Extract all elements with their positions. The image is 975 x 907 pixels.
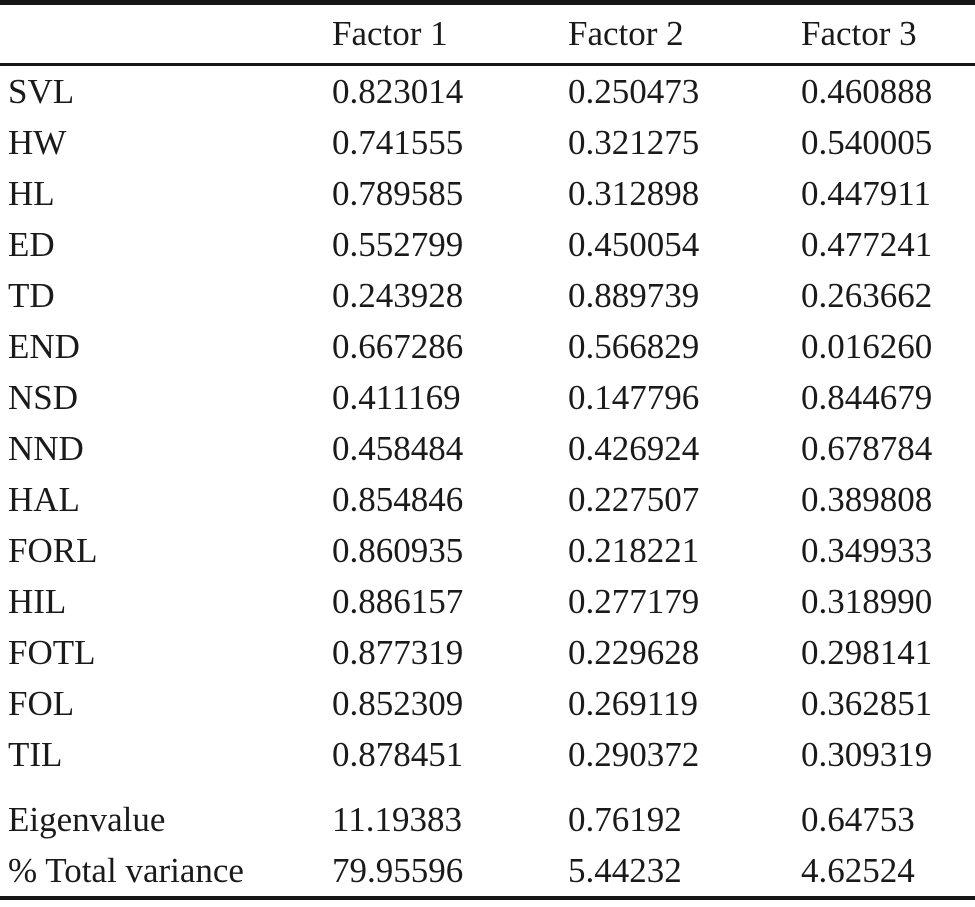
cell-value: 0.566829: [568, 326, 700, 366]
cell-value: 0.250473: [568, 71, 700, 111]
cell-value: 0.349933: [801, 530, 933, 570]
table-row: % Total variance 79.95596 5.44232 4.62524: [0, 845, 975, 898]
row-label: FORL: [8, 530, 98, 570]
cell-value: 0.277179: [568, 581, 700, 621]
row-label: HW: [8, 122, 67, 162]
cell-value: 0.229628: [568, 632, 700, 672]
row-label: HL: [8, 173, 55, 213]
table-row: HW 0.741555 0.321275 0.540005: [0, 117, 975, 168]
cell-value: 0.64753: [801, 799, 915, 839]
table-row: TIL 0.878451 0.290372 0.309319: [0, 729, 975, 780]
cell-value: 0.860935: [332, 530, 464, 570]
cell-value: 0.269119: [568, 683, 698, 723]
cell-value: 4.62524: [801, 850, 915, 890]
table-row: TD 0.243928 0.889739 0.263662: [0, 270, 975, 321]
row-label: NSD: [8, 377, 79, 417]
cell-value: 0.76192: [568, 799, 682, 839]
cell-value: 0.227507: [568, 479, 700, 519]
cell-value: 0.458484: [332, 428, 464, 468]
header-variable: [0, 2, 332, 66]
table-row: HAL 0.854846 0.227507 0.389808: [0, 474, 975, 525]
cell-value: 0.016260: [801, 326, 933, 366]
row-label: TIL: [8, 734, 63, 774]
row-label: FOL: [8, 683, 75, 723]
cell-value: 0.263662: [801, 275, 933, 315]
cell-value: 0.426924: [568, 428, 700, 468]
cell-value: 0.540005: [801, 122, 933, 162]
cell-value: 0.298141: [801, 632, 933, 672]
cell-value: 0.477241: [801, 224, 933, 264]
table-row: HIL 0.886157 0.277179 0.318990: [0, 576, 975, 627]
table-row: HL 0.789585 0.312898 0.447911: [0, 168, 975, 219]
table-row: FORL 0.860935 0.218221 0.349933: [0, 525, 975, 576]
row-label: NND: [8, 428, 84, 468]
cell-value: 0.789585: [332, 173, 464, 213]
table-row: END 0.667286 0.566829 0.016260: [0, 321, 975, 372]
header-factor-1: Factor 1: [332, 2, 568, 66]
row-label: TD: [8, 275, 55, 315]
cell-value: 0.552799: [332, 224, 464, 264]
cell-value: 0.290372: [568, 734, 700, 774]
cell-value: 0.460888: [801, 71, 933, 111]
row-label: SVL: [8, 71, 75, 111]
cell-value: 0.389808: [801, 479, 933, 519]
row-label: HAL: [8, 479, 80, 519]
cell-value: 0.321275: [568, 122, 700, 162]
row-label: ED: [8, 224, 55, 264]
row-label: FOTL: [8, 632, 96, 672]
cell-value: 0.878451: [332, 734, 464, 774]
table-row: ED 0.552799 0.450054 0.477241: [0, 219, 975, 270]
table-row: FOTL 0.877319 0.229628 0.298141: [0, 627, 975, 678]
cell-value: 0.312898: [568, 173, 700, 213]
table-row: NSD 0.411169 0.147796 0.844679: [0, 372, 975, 423]
cell-value: 0.823014: [332, 71, 464, 111]
cell-value: 0.362851: [801, 683, 933, 723]
cell-value: 0.411169: [332, 377, 461, 417]
cell-value: 0.741555: [332, 122, 464, 162]
cell-value: 0.147796: [568, 377, 700, 417]
cell-value: 0.889739: [568, 275, 700, 315]
cell-value: 0.450054: [568, 224, 700, 264]
cell-value: 0.844679: [801, 377, 933, 417]
header-factor-2: Factor 2: [568, 2, 801, 66]
cell-value: 0.852309: [332, 683, 464, 723]
header-row: Factor 1 Factor 2 Factor 3: [0, 2, 975, 66]
cell-value: 0.318990: [801, 581, 933, 621]
table-header: Factor 1 Factor 2 Factor 3: [0, 2, 975, 66]
table-row: NND 0.458484 0.426924 0.678784: [0, 423, 975, 474]
table-body: SVL 0.823014 0.250473 0.460888 HW 0.741555 0.3…: [0, 65, 975, 899]
cell-value: 5.44232: [568, 850, 682, 890]
cell-value: 0.886157: [332, 581, 464, 621]
cell-value: 0.218221: [568, 530, 700, 570]
table-row: Eigenvalue 11.19383 0.76192 0.64753: [0, 780, 975, 845]
row-label: HIL: [8, 581, 67, 621]
header-factor-3: Factor 3: [801, 2, 975, 66]
table-row: SVL 0.823014 0.250473 0.460888: [0, 65, 975, 118]
cell-value: 0.877319: [332, 632, 464, 672]
cell-value: 0.447911: [801, 173, 931, 213]
cell-value: 0.243928: [332, 275, 464, 315]
cell-value: 79.95596: [332, 850, 464, 890]
cell-value: 0.854846: [332, 479, 464, 519]
row-label: % Total variance: [8, 850, 244, 890]
cell-value: 0.309319: [801, 734, 933, 774]
cell-value: 11.19383: [332, 799, 462, 839]
table-row: FOL 0.852309 0.269119 0.362851: [0, 678, 975, 729]
cell-value: 0.678784: [801, 428, 933, 468]
cell-value: 0.667286: [332, 326, 464, 366]
row-label: END: [8, 326, 80, 366]
row-label: Eigenvalue: [8, 799, 166, 839]
